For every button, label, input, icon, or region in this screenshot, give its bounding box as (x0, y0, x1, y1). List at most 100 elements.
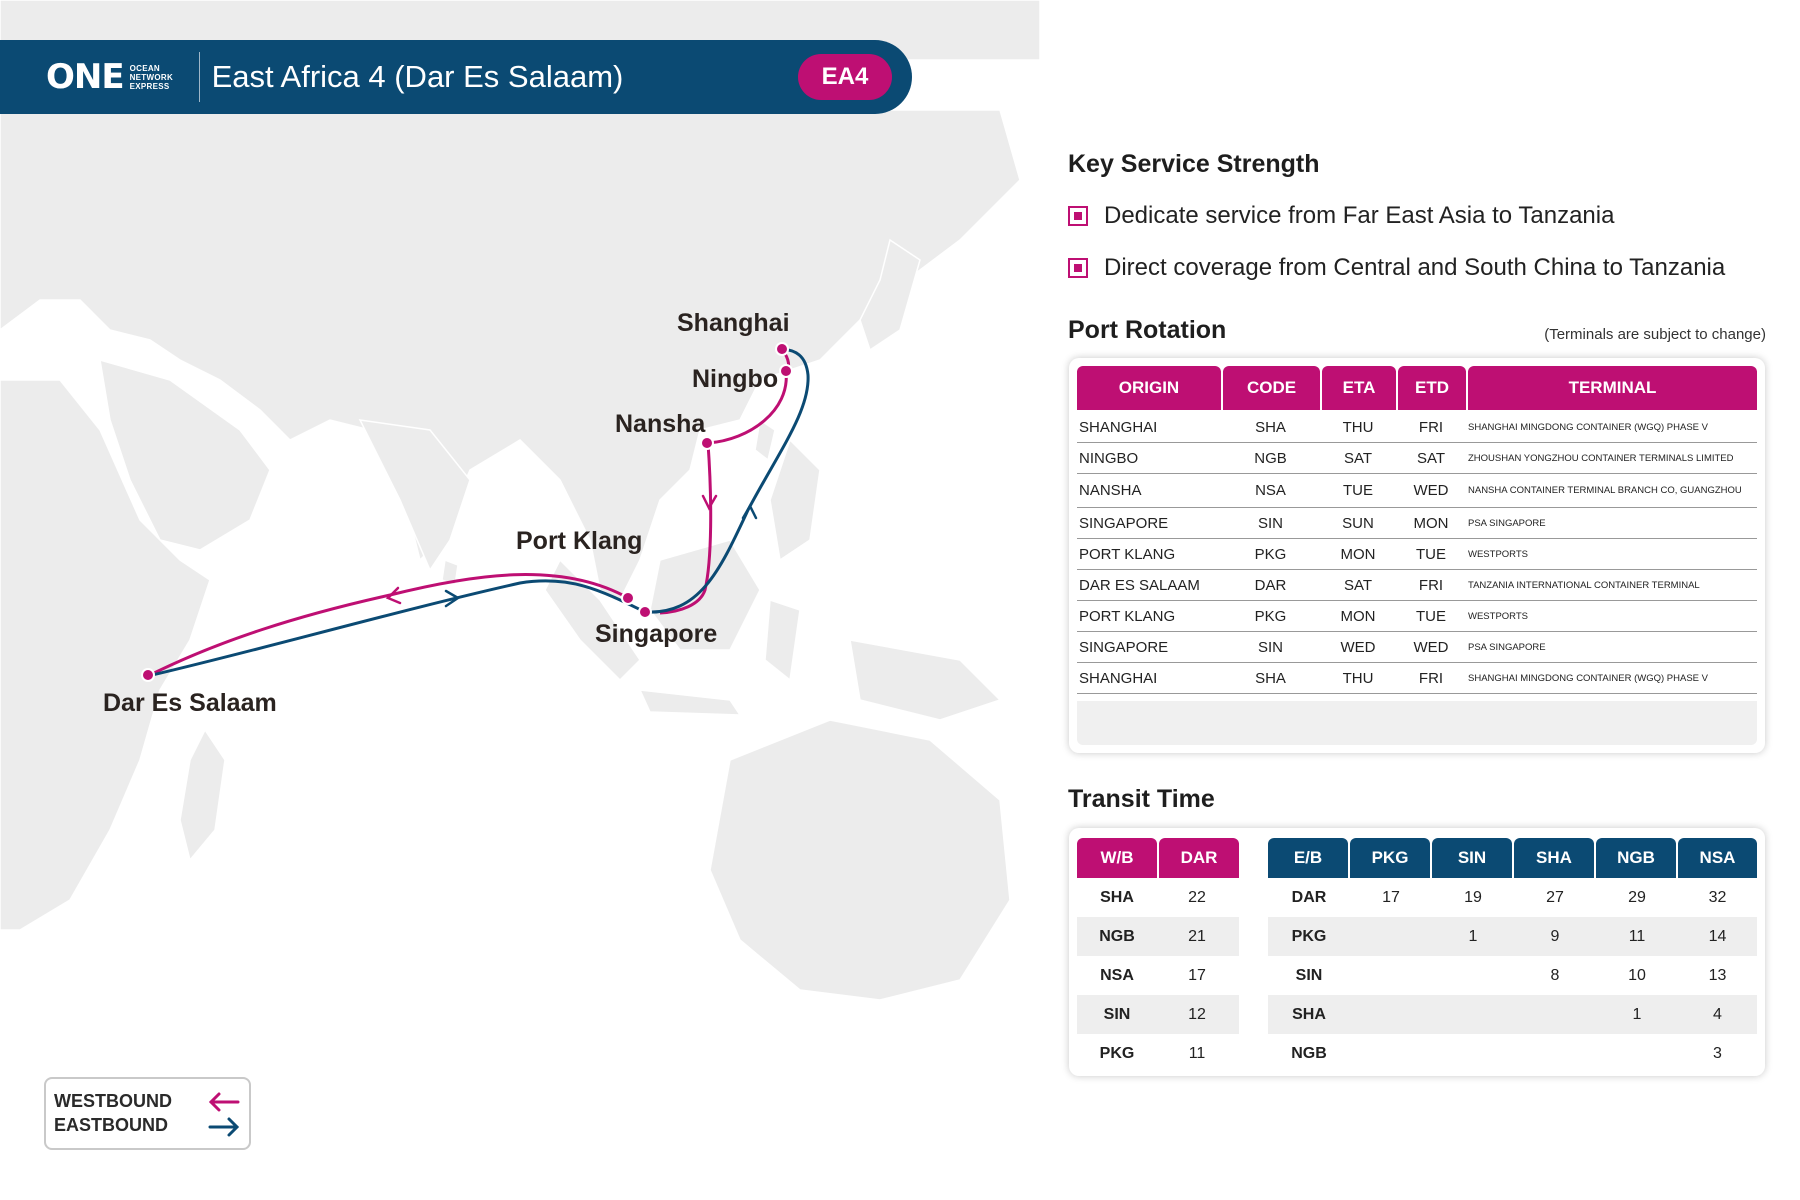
cell-origin: SHANGHAI (1079, 669, 1158, 687)
logo-sub-line: OCEAN (129, 63, 160, 73)
origin-code-cell: SIN (1295, 966, 1323, 984)
route-ningbo-nansha-wb (707, 371, 788, 445)
col-header-origin: ORIGIN (1077, 366, 1221, 410)
key-service-title: Key Service Strength (1068, 150, 1320, 178)
eastbound-transit-table: E/B PKG SIN SHA NGB NSA DAR 17 19 27 29 32 PKG… (1268, 838, 1757, 1073)
port-label-port-klang: Port Klang (516, 527, 642, 555)
origin-code-cell: PKG (1099, 1044, 1135, 1062)
cell-eta: SUN (1342, 514, 1374, 532)
cell-etd: TUE (1416, 545, 1446, 563)
transit-days-cell: 12 (1188, 1005, 1206, 1023)
port-dot-port-klang (621, 591, 635, 605)
cell-origin: SINGAPORE (1079, 638, 1169, 656)
route-map: Shanghai Ningbo Nansha Port Klang Singap… (0, 0, 1040, 1001)
port-rotation-header: ORIGIN CODE ETA ETD TERMINAL (1077, 366, 1757, 410)
port-rotation-row: DAR ES SALAAM DAR SAT FRI TANZANIA INTERNATI… (1077, 570, 1757, 601)
cell-terminal: PSA SINGAPORE (1468, 517, 1546, 529)
cell-eta: MON (1340, 607, 1376, 625)
col-header-etd: ETD (1398, 366, 1466, 410)
port-rotation-card: ORIGIN CODE ETA ETD TERMINAL SHANGHAI SHA… (1069, 358, 1765, 753)
westbound-transit-row: SIN 12 (1077, 995, 1239, 1034)
transit-days-cell: 4 (1713, 1005, 1722, 1023)
port-label-shanghai: Shanghai (677, 309, 790, 337)
westbound-arrow-arabian-sea (385, 586, 402, 605)
transit-days-cell: 21 (1188, 927, 1206, 945)
col-header-code: CODE (1223, 366, 1320, 410)
legend-westbound-label: WESTBOUND (54, 1091, 172, 1111)
port-labels: Shanghai Ningbo Nansha Port Klang Singap… (103, 309, 790, 717)
col-header-ngb: NGB (1596, 838, 1676, 878)
westbound-arrow-icon (208, 1092, 240, 1112)
cell-code: PKG (1254, 607, 1287, 625)
route-arrows (385, 494, 758, 608)
port-dot-shanghai (775, 342, 789, 356)
port-rotation-row: SHANGHAI SHA THU FRI SHANGHAI MINGDONG CONTA… (1077, 412, 1757, 443)
eastbound-transit-header: E/B PKG SIN SHA NGB NSA (1268, 838, 1757, 878)
eastbound-arrow-icon (208, 1117, 240, 1137)
logo-sub-line: NETWORK (129, 72, 174, 82)
westbound-transit-row: PKG 11 (1077, 1034, 1239, 1073)
col-header-wb: W/B (1077, 838, 1157, 878)
col-header-sin: SIN (1432, 838, 1512, 878)
transit-time-title: Transit Time (1068, 785, 1215, 813)
logo-sub-line: EXPRESS (129, 81, 170, 91)
direction-legend: WESTBOUND EASTBOUND (44, 1077, 251, 1150)
westbound-transit-row: SHA 22 (1077, 878, 1239, 917)
westbound-arrow-south-china-sea (701, 494, 718, 511)
eastbound-transit-row: SHA 1 4 (1268, 995, 1757, 1034)
cell-etd: WED (1413, 482, 1449, 499)
port-rotation-row: NINGBO NGB SAT SAT ZHOUSHAN YONGZHOU CONTAIN… (1077, 443, 1757, 474)
transit-days-cell: 13 (1708, 966, 1727, 984)
header-divider (198, 52, 200, 102)
cell-terminal: NANSHA CONTAINER TERMINAL BRANCH CO, GUA… (1468, 485, 1742, 496)
cell-eta: SAT (1343, 576, 1373, 594)
cell-origin: SHANGHAI (1079, 418, 1158, 436)
eastbound-routes (147, 347, 810, 678)
origin-code-cell: SHA (1100, 888, 1134, 906)
cell-etd: FRI (1418, 669, 1444, 687)
col-header-nsa: NSA (1678, 838, 1757, 878)
cell-code: SHA (1255, 418, 1286, 436)
cell-code: SHA (1255, 669, 1286, 687)
origin-code-cell: SHA (1292, 1005, 1326, 1023)
strength-text: Dedicate service from Far East Asia to T… (1104, 202, 1615, 229)
transit-days-cell: 17 (1382, 888, 1400, 906)
legend-arrows (208, 1092, 240, 1137)
col-header-dar: DAR (1159, 838, 1239, 878)
cell-eta: MON (1340, 545, 1376, 563)
transit-days-cell: 1 (1468, 927, 1478, 945)
one-logo: ONE OCEAN NETWORK EXPRESS (46, 60, 185, 94)
strength-item: Direct coverage from Central and South C… (1068, 254, 1725, 282)
service-code-badge: EA4 (798, 54, 892, 100)
westbound-transit-row: NSA 17 (1077, 956, 1239, 995)
transit-days-cell: 27 (1546, 888, 1564, 906)
cell-etd: SAT (1416, 449, 1446, 467)
cell-origin: DAR ES SALAAM (1079, 576, 1200, 594)
cell-terminal: SHANGHAI MINGDONG CONTAINER (WGQ) PHASE … (1468, 421, 1708, 433)
cell-etd: TUE (1416, 607, 1446, 625)
land-masses (0, 0, 1040, 1001)
westbound-transit-rows: SHA 22 NGB 21 NSA 17 SIN 12 PKG 11 (1077, 878, 1239, 1073)
cell-terminal: SHANGHAI MINGDONG CONTAINER (WGQ) PHASE … (1468, 672, 1708, 684)
transit-days-cell: 9 (1550, 927, 1560, 945)
strength-item: Dedicate service from Far East Asia to T… (1068, 202, 1614, 230)
cell-terminal: WESTPORTS (1468, 610, 1528, 622)
origin-code-cell: SIN (1103, 1005, 1131, 1023)
westbound-transit-table: W/B DAR SHA 22 NGB 21 NSA 17 SIN 12 PKG 11 (1077, 838, 1239, 1073)
port-dot-nansha (700, 436, 714, 450)
cell-terminal: ZHOUSHAN YONGZHOU CONTAINER TERMINALS LI… (1468, 452, 1734, 464)
cell-origin: PORT KLANG (1079, 545, 1176, 563)
westbound-transit-row: NGB 21 (1077, 917, 1239, 956)
transit-days-cell: 1 (1632, 1005, 1642, 1023)
transit-days-cell: 32 (1708, 888, 1727, 906)
port-label-ningbo: Ningbo (692, 365, 778, 393)
cell-eta: WED (1340, 638, 1376, 656)
col-header-terminal: TERMINAL (1468, 366, 1757, 410)
checkbox-icon (1068, 206, 1088, 226)
cell-terminal: WESTPORTS (1468, 548, 1528, 560)
cell-code: SIN (1257, 638, 1283, 656)
port-rotation-rows: SHANGHAI SHA THU FRI SHANGHAI MINGDONG CONTA… (1077, 412, 1757, 694)
cell-code: NSA (1255, 482, 1286, 499)
cell-etd: FRI (1418, 418, 1444, 436)
